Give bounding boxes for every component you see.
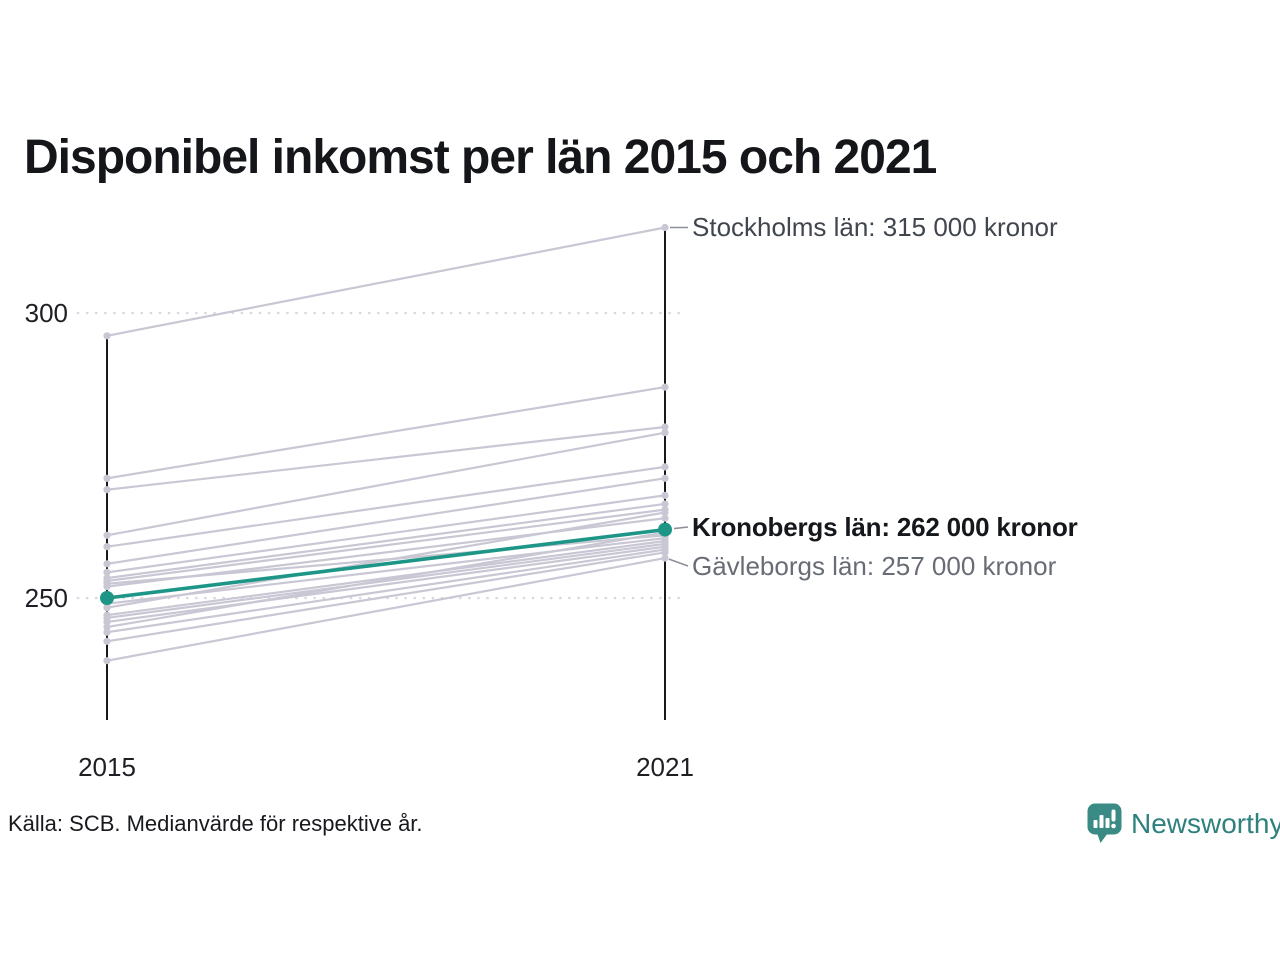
slope-line-highlight	[106, 527, 666, 600]
slope-line	[106, 431, 666, 537]
slope-line	[106, 226, 666, 337]
data-point-2021	[661, 463, 669, 471]
annotation-gavleborg: Gävleborgs län: 257 000 kronor	[692, 551, 1057, 581]
data-point-2021	[661, 383, 669, 391]
data-point-2021	[661, 508, 669, 517]
data-point-2021	[658, 522, 672, 537]
data-point-2015	[103, 628, 111, 636]
data-point-2021	[661, 423, 669, 431]
slope-line	[106, 557, 666, 662]
data-point-2021	[661, 514, 669, 522]
slope-line	[106, 425, 666, 491]
data-point-2015	[103, 583, 111, 591]
slope-line	[106, 542, 666, 620]
source-note: Källa: SCB. Medianvärde för respektive å…	[8, 811, 423, 836]
slope-line	[106, 548, 666, 634]
slope-line	[106, 494, 666, 574]
data-point-2021	[661, 223, 669, 232]
data-point-2015	[103, 568, 111, 576]
data-point-2015	[103, 543, 111, 551]
data-point-2015	[103, 618, 111, 626]
slope-line	[106, 517, 666, 588]
data-point-2021	[661, 500, 669, 508]
data-point-2021	[661, 554, 669, 562]
data-point-2015	[103, 657, 111, 665]
data-point-2021	[661, 474, 669, 482]
slope-line	[106, 502, 666, 580]
slope-line	[106, 465, 666, 548]
x-axis-label-2015: 2015	[78, 752, 136, 782]
annotation-kronoberg: Kronobergs län: 262 000 kronor	[692, 512, 1078, 542]
newsworthy-logo: Newsworthy	[1087, 803, 1280, 844]
data-point-2015	[103, 474, 111, 482]
x-axis-label-2021: 2021	[636, 752, 694, 782]
annotation-connector	[668, 558, 689, 567]
slope-line	[106, 545, 666, 624]
chart-title: Disponibel inkomst per län 2015 och 2021	[24, 131, 937, 184]
slope-line	[106, 531, 666, 629]
data-point-2015	[103, 623, 111, 631]
slope-line	[106, 477, 666, 565]
annotation-connector	[673, 526, 689, 530]
slope-line	[106, 551, 666, 643]
newsworthy-logo-icon	[1087, 803, 1122, 843]
data-point-2015	[103, 604, 111, 612]
data-point-2015	[103, 560, 111, 568]
data-point-2015	[103, 531, 111, 539]
slope-line	[106, 508, 666, 582]
data-point-2021	[661, 548, 669, 557]
newsworthy-logo-text: Newsworthy	[1131, 807, 1280, 839]
data-point-2015	[100, 591, 114, 605]
data-point-2021	[661, 429, 669, 437]
slope-line	[106, 511, 666, 609]
data-point-2015	[103, 486, 111, 494]
data-point-2015	[103, 637, 111, 645]
y-tick-label-250: 250	[24, 583, 68, 613]
annotation-stockholm: Stockholms län: 315 000 kronor	[692, 212, 1058, 242]
y-tick-label-300: 300	[24, 298, 68, 328]
slope-line	[106, 539, 666, 617]
data-point-2021	[661, 491, 669, 499]
data-point-2015	[103, 332, 111, 340]
slope-line	[106, 386, 666, 480]
